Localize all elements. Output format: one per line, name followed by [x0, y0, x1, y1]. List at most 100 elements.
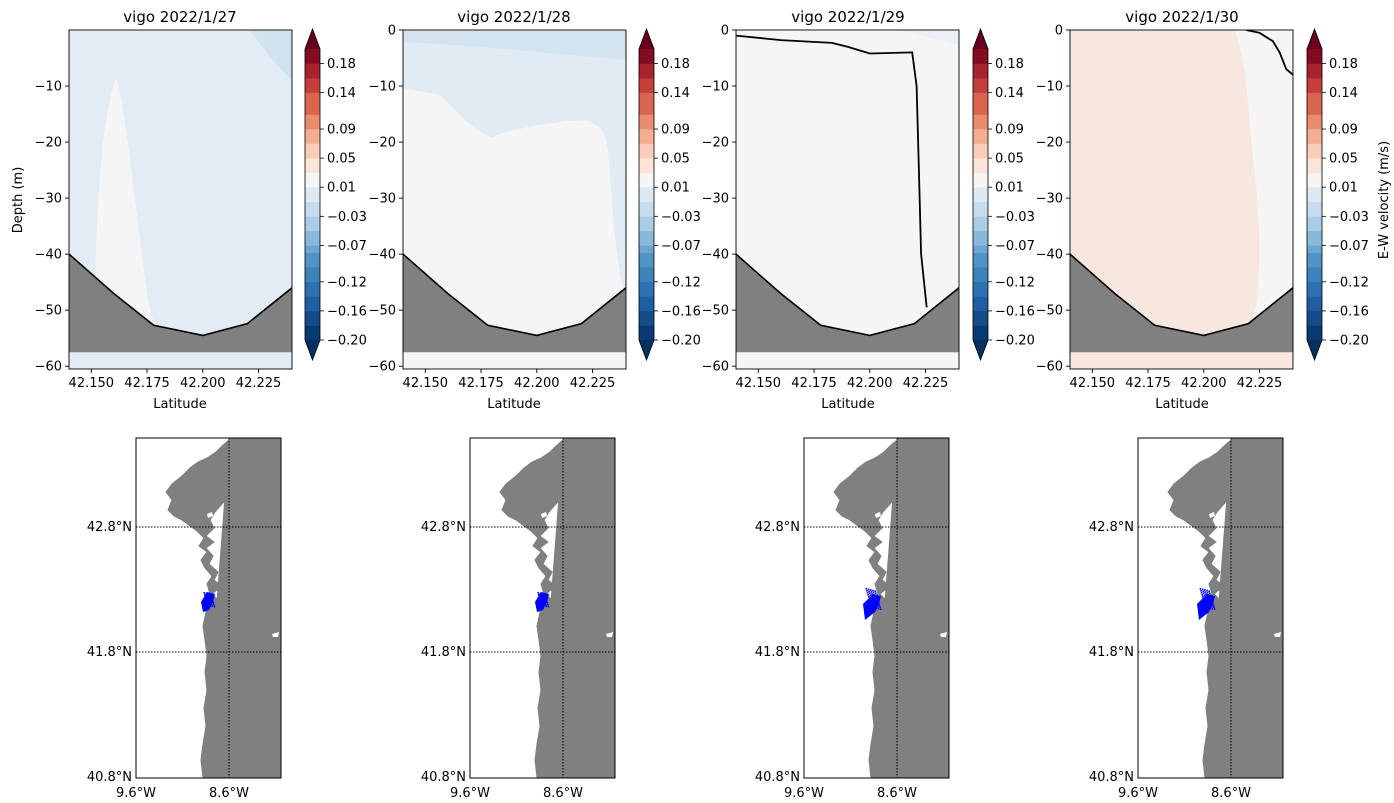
- colorbar-segment: [305, 158, 320, 173]
- colorbar-segment: [639, 92, 654, 115]
- y-tick-label: −40: [702, 248, 729, 263]
- colorbar-tick-label: 0.14: [995, 86, 1024, 101]
- particle: [1212, 602, 1214, 604]
- particle: [543, 599, 546, 601]
- particle: [1203, 600, 1205, 602]
- particle: [1207, 599, 1209, 601]
- zero-contour-line: [736, 34, 928, 308]
- particle: [879, 608, 882, 610]
- particle: [868, 596, 870, 598]
- colorbar-segment: [305, 296, 320, 312]
- particle: [1206, 589, 1208, 592]
- particle: [876, 603, 878, 606]
- colorbar-tick-label: 0.01: [327, 181, 356, 196]
- particle: [865, 588, 868, 590]
- colorbar-segment: [305, 78, 320, 93]
- particle: [871, 595, 874, 597]
- particle: [1203, 594, 1206, 597]
- colorbar-segment: [973, 296, 988, 312]
- particle: [1200, 592, 1203, 594]
- seabed-line: [736, 253, 959, 337]
- x-tick-label: 42.225: [236, 376, 282, 391]
- particle: [1208, 590, 1210, 592]
- particle: [1202, 590, 1204, 593]
- colorbar-segment: [305, 310, 320, 326]
- colorbar-segment: [973, 92, 988, 115]
- particle: [1201, 588, 1204, 591]
- colorbar-tick-label: −0.12: [1329, 275, 1369, 290]
- axes-frame: [68, 29, 293, 370]
- colorbar-segment: [1307, 78, 1322, 93]
- panel-title: vigo 2022/1/30: [1125, 8, 1238, 26]
- axes-frame: [1069, 29, 1294, 370]
- particle: [539, 600, 542, 602]
- particle: [1204, 598, 1207, 601]
- particle: [547, 603, 549, 606]
- particle: [205, 600, 208, 602]
- colorbar-extend-max: [973, 29, 988, 49]
- colorbar-segment: [639, 230, 654, 246]
- colorbar: 0.18 0.14 0.09 0.05 0.01 −0.03 −0.07 −0.12 −0.16…: [1306, 27, 1369, 362]
- colorbar-segment: [639, 114, 654, 130]
- lon-tick-label: 8.6°W: [1211, 786, 1251, 801]
- colorbar-segment: [1307, 129, 1322, 144]
- particle: [544, 601, 546, 603]
- particle: [206, 602, 208, 604]
- colorbar-segment: [973, 267, 988, 283]
- inland-water: [606, 632, 613, 637]
- particle: [545, 605, 547, 607]
- x-tick-label: 42.175: [791, 376, 837, 391]
- y-tick-label: −50: [369, 304, 396, 319]
- particle: [1213, 606, 1215, 608]
- colorbar-segment: [305, 252, 320, 268]
- colorbar-segment: [639, 296, 654, 312]
- y-tick-label: −40: [1036, 248, 1063, 263]
- inland-water: [875, 512, 881, 518]
- colorbar-segment: [1307, 230, 1322, 246]
- particle: [1207, 601, 1210, 603]
- map-panel-3: [803, 437, 950, 779]
- colorbar-tick-label: −0.16: [661, 304, 701, 319]
- colorbar-segment: [1307, 267, 1322, 283]
- particle: [1211, 605, 1213, 608]
- particle: [1205, 606, 1207, 608]
- particle-cloud: [535, 592, 550, 612]
- y-tick-label: −30: [702, 192, 729, 207]
- axes-frame: [735, 29, 960, 370]
- particle: [208, 600, 210, 603]
- lat-tick-label: 42.8°N: [755, 520, 800, 535]
- particle: [874, 595, 876, 598]
- field-band-top-right: [900, 30, 959, 45]
- particle: [872, 602, 874, 605]
- map-panel-2: [469, 437, 616, 779]
- y-tick-label: −30: [35, 192, 62, 207]
- section-overlays: [736, 34, 959, 353]
- particle: [544, 603, 547, 605]
- particle: [542, 600, 544, 603]
- colorbar-tick-label: 0.05: [661, 152, 690, 167]
- inland-water: [1209, 512, 1215, 518]
- particle: [875, 607, 877, 609]
- colorbar-tick-label: 0.01: [1329, 181, 1358, 196]
- particle: [868, 598, 871, 600]
- colorbar-segment: [973, 325, 988, 341]
- particle: [873, 599, 875, 601]
- inland-water: [940, 632, 947, 637]
- colorbar-segment: [973, 63, 988, 79]
- particle: [1208, 605, 1211, 607]
- y-tick-label: −60: [702, 360, 729, 375]
- particle: [545, 599, 548, 602]
- particle: [544, 593, 546, 596]
- colorbar-extend-min: [305, 340, 320, 360]
- particle: [539, 598, 541, 600]
- particle: [210, 595, 213, 598]
- particle: [213, 603, 215, 606]
- colorbar-tick-label: 0.14: [1329, 86, 1358, 101]
- colorbar-segment: [1307, 296, 1322, 312]
- particle: [876, 598, 879, 600]
- colorbar-segment: [305, 230, 320, 246]
- colorbar-segment: [973, 216, 988, 232]
- colorbar-segment: [305, 92, 320, 115]
- particle: [874, 605, 877, 607]
